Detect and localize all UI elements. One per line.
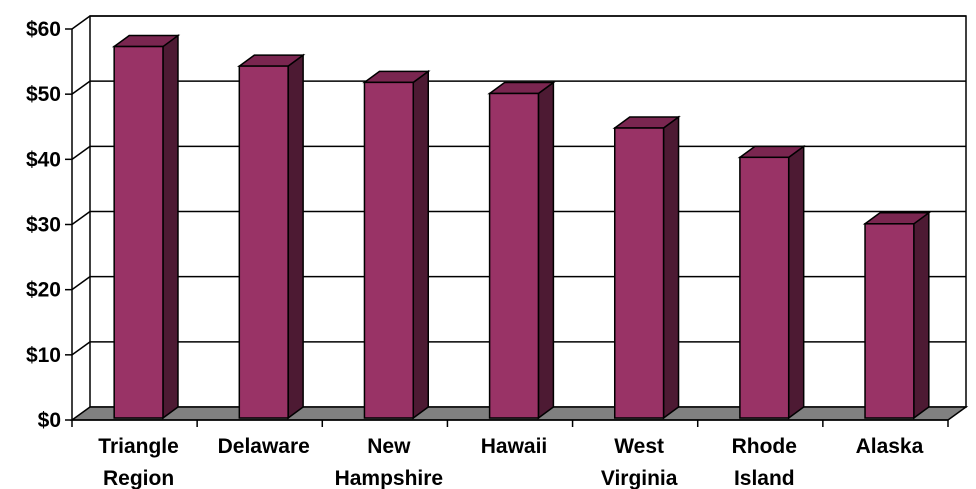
y-axis-tick-labels: $0 $10 $20 $30 $40 $50 $60	[26, 18, 61, 432]
bar	[111, 34, 181, 420]
x-tick-label-line: Region	[103, 467, 174, 489]
bar-side	[787, 144, 805, 420]
bar	[362, 69, 431, 420]
bar-front	[739, 156, 790, 419]
bar-side	[412, 69, 430, 420]
bar-side	[287, 53, 304, 420]
x-tick-label: Alaska	[856, 435, 924, 458]
bar-side	[537, 80, 555, 420]
y-tick-label: $20	[26, 279, 61, 302]
x-tick-label-line: New	[367, 435, 411, 458]
axes	[65, 28, 949, 427]
x-tick-label-line: Triangle	[98, 435, 179, 458]
y-tick-label: $30	[26, 214, 61, 237]
x-tick-label: Triangle Region	[98, 435, 179, 489]
bar	[237, 53, 306, 420]
x-tick-label-line: Alaska	[856, 435, 924, 458]
bar-side	[913, 211, 930, 420]
bar-side	[162, 34, 179, 420]
gridline-side	[71, 276, 91, 291]
gridline-side	[71, 210, 91, 226]
x-tick-label: Hawaii	[481, 435, 548, 458]
x-tick-label-line: Hampshire	[335, 467, 444, 489]
bar	[737, 144, 806, 420]
x-tick-label-line: West	[614, 435, 664, 458]
x-tick-label-line: Island	[734, 467, 795, 489]
x-tick-label-line: Virginia	[601, 467, 678, 489]
gridline-side	[71, 15, 91, 30]
bar-side	[662, 115, 680, 420]
bar	[612, 115, 681, 420]
bar-front	[864, 223, 915, 419]
y-tick-label: $10	[26, 344, 61, 367]
gridline-side	[71, 80, 91, 95]
y-tick-label: $40	[26, 148, 61, 171]
bar-front	[238, 65, 289, 419]
x-tick-label-line: Delaware	[218, 435, 310, 458]
x-tick-label: Rhode Island	[732, 435, 797, 489]
bar-front	[613, 127, 665, 419]
bar	[862, 211, 932, 420]
bar	[487, 80, 556, 420]
bar-front	[363, 81, 415, 419]
x-tick-label-line: Rhode	[732, 435, 797, 458]
y-tick-label: $50	[26, 83, 61, 106]
gridline-side	[71, 145, 91, 160]
x-tick-label: Delaware	[218, 435, 310, 458]
x-axis-tick-labels: Triangle Region Delaware New Hampshire Hawaii…	[98, 435, 923, 489]
x-tick-label: West Virginia	[601, 435, 678, 489]
bars	[111, 34, 932, 420]
gridline-side	[71, 341, 91, 356]
bar-front	[113, 45, 164, 419]
y-tick-label: $60	[26, 18, 61, 41]
bar-front	[488, 92, 540, 419]
x-tick-label-line: Hawaii	[481, 435, 548, 458]
x-tick-label: New Hampshire	[335, 435, 444, 489]
y-tick-label: $0	[38, 409, 61, 432]
